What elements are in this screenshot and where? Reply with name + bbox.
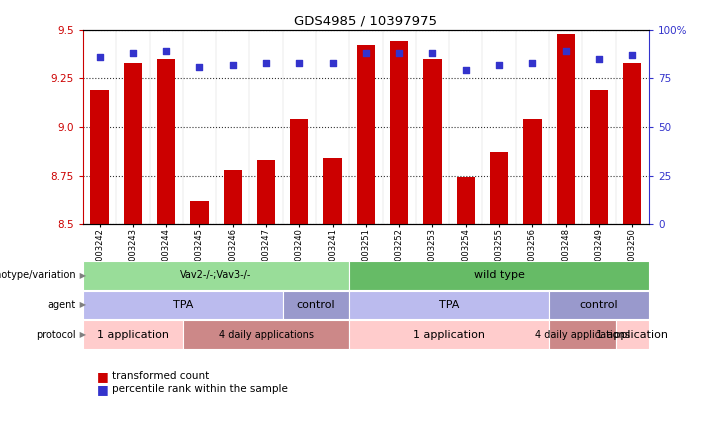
Bar bbox=[590, 90, 608, 224]
Bar bbox=[616, 320, 649, 349]
Text: 1 application: 1 application bbox=[413, 330, 485, 340]
Bar bbox=[83, 261, 349, 290]
Text: transformed count: transformed count bbox=[112, 371, 209, 382]
Bar bbox=[390, 41, 408, 224]
Bar bbox=[224, 170, 242, 224]
Bar bbox=[290, 119, 309, 224]
Bar bbox=[557, 33, 575, 224]
Point bbox=[593, 55, 605, 62]
Bar bbox=[324, 158, 342, 224]
Bar bbox=[623, 63, 642, 224]
Point bbox=[526, 59, 538, 66]
Bar bbox=[549, 320, 616, 349]
Point bbox=[427, 49, 438, 56]
Bar bbox=[283, 291, 349, 319]
Bar bbox=[157, 59, 175, 224]
Bar bbox=[124, 63, 142, 224]
Point bbox=[260, 59, 272, 66]
Point bbox=[560, 48, 572, 55]
Text: control: control bbox=[296, 300, 335, 310]
Bar bbox=[423, 59, 442, 224]
Bar bbox=[357, 45, 375, 224]
Bar bbox=[456, 178, 475, 224]
Text: TPA: TPA bbox=[439, 300, 459, 310]
Bar bbox=[257, 160, 275, 224]
Text: 4 daily applications: 4 daily applications bbox=[218, 330, 314, 340]
Bar bbox=[349, 261, 649, 290]
Text: control: control bbox=[580, 300, 619, 310]
Bar bbox=[549, 291, 649, 319]
Point bbox=[394, 49, 405, 56]
Bar bbox=[90, 90, 109, 224]
Point bbox=[94, 53, 105, 60]
Text: 4 daily applications: 4 daily applications bbox=[535, 330, 630, 340]
Text: Vav2-/-;Vav3-/-: Vav2-/-;Vav3-/- bbox=[180, 270, 252, 280]
Bar bbox=[349, 320, 549, 349]
Bar bbox=[349, 291, 549, 319]
Text: ■: ■ bbox=[97, 370, 109, 383]
Point bbox=[127, 49, 138, 56]
Point bbox=[460, 67, 472, 74]
Bar bbox=[523, 119, 541, 224]
Text: percentile rank within the sample: percentile rank within the sample bbox=[112, 384, 288, 394]
Text: ▶: ▶ bbox=[77, 330, 87, 339]
Point bbox=[493, 61, 505, 68]
Bar bbox=[490, 152, 508, 224]
Bar bbox=[83, 291, 283, 319]
Point bbox=[227, 61, 239, 68]
Point bbox=[293, 59, 305, 66]
Text: ▶: ▶ bbox=[77, 271, 87, 280]
Text: TPA: TPA bbox=[172, 300, 193, 310]
Text: 1 application: 1 application bbox=[97, 330, 169, 340]
Point bbox=[327, 59, 338, 66]
Text: genotype/variation: genotype/variation bbox=[0, 270, 76, 280]
Text: ▶: ▶ bbox=[77, 300, 87, 310]
Text: wild type: wild type bbox=[474, 270, 524, 280]
Bar bbox=[83, 320, 183, 349]
Bar bbox=[190, 201, 208, 224]
Title: GDS4985 / 10397975: GDS4985 / 10397975 bbox=[294, 14, 438, 27]
Point bbox=[160, 48, 172, 55]
Text: ■: ■ bbox=[97, 383, 109, 396]
Text: 1 application: 1 application bbox=[596, 330, 668, 340]
Point bbox=[194, 63, 205, 70]
Bar bbox=[183, 320, 349, 349]
Point bbox=[360, 49, 372, 56]
Text: protocol: protocol bbox=[36, 330, 76, 340]
Text: agent: agent bbox=[48, 300, 76, 310]
Point bbox=[627, 52, 638, 58]
